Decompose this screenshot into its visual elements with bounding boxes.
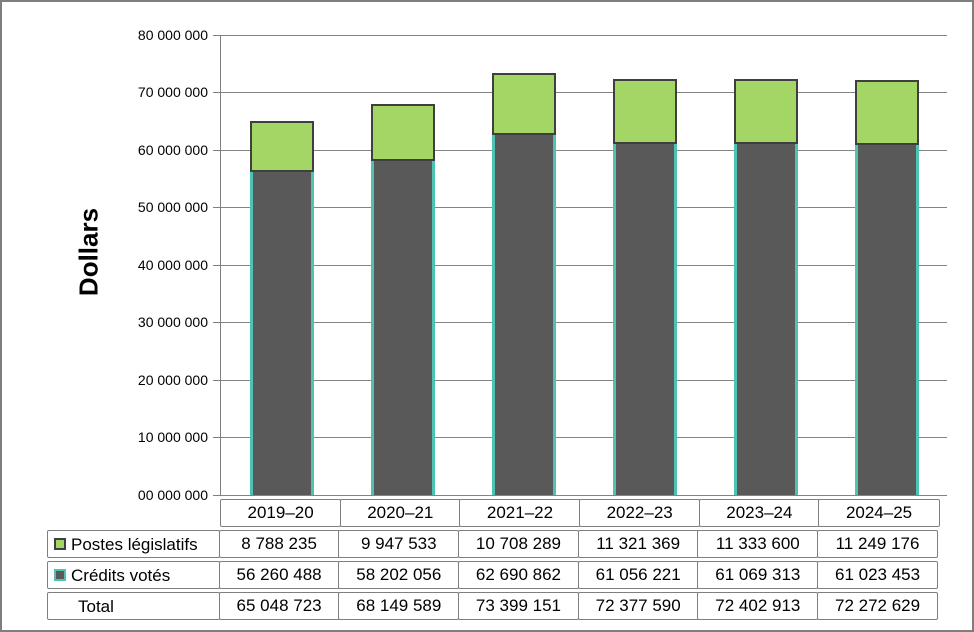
bar-segment-credits-votes: [491, 134, 556, 495]
value-cell: 73 399 151: [457, 592, 580, 620]
legend-swatch-postes-legislatifs: [54, 538, 66, 550]
axis-tick-mark: [213, 92, 221, 94]
value-cell: 11 249 176: [816, 530, 939, 558]
y-tick-label: 40 000 000: [137, 256, 208, 273]
value-cell: 10 708 289: [457, 530, 580, 558]
bar-2020-21: [370, 103, 435, 495]
gridline: [221, 322, 947, 324]
value-cell: 56 260 488: [218, 561, 340, 589]
bar-segment-credits-votes: [249, 171, 314, 495]
value-cell: 72 402 913: [697, 592, 819, 620]
bar-segment-credits-votes: [734, 144, 799, 495]
bar-2022-23: [613, 79, 678, 495]
value-cell: 72 377 590: [577, 592, 699, 620]
bar-segment-credits-votes: [855, 144, 920, 495]
y-tick-label: 80 000 000: [137, 27, 208, 43]
axis-tick-mark: [213, 379, 221, 381]
axis-tick-mark: [213, 35, 221, 36]
value-cell: 61 069 313: [697, 561, 819, 589]
value-cell: 62 690 862: [457, 561, 580, 589]
gridline: [221, 35, 947, 36]
gridline: [221, 264, 947, 266]
y-tick-label: 00 000 000: [137, 486, 208, 503]
y-tick-label: 10 000 000: [137, 429, 208, 446]
axis-tick-mark: [213, 149, 221, 151]
y-tick-label: 20 000 000: [137, 371, 208, 388]
category-cell: 2023–24: [698, 499, 820, 527]
plot-area: [213, 35, 947, 496]
category-cell: 2024–25: [818, 499, 940, 527]
category-cell: 2020–21: [339, 499, 461, 527]
value-cell: 61 023 453: [816, 561, 939, 589]
value-cell: 65 048 723: [218, 592, 340, 620]
data-table: 2019–20 2020–21 2021–22 2022–23 2023–24 2024–…: [47, 499, 949, 623]
row-header-postes-legislatifs: Postes législatifs: [47, 530, 220, 558]
legend-swatch-credits-votes: [54, 569, 66, 581]
value-cell: 68 149 589: [338, 592, 460, 620]
bar-segment-credits-votes: [613, 144, 678, 495]
y-tick-label: 60 000 000: [137, 141, 208, 158]
axis-tick-mark: [213, 264, 221, 266]
value-cell: 8 788 235: [218, 530, 340, 558]
value-cell: 72 272 629: [816, 592, 939, 620]
gridline: [221, 207, 947, 209]
axis-tick-mark: [213, 437, 221, 439]
category-cell: 2022–23: [579, 499, 701, 527]
axis-tick-mark: [213, 322, 221, 324]
bar-segment-postes-legislatifs: [855, 79, 920, 145]
row-header-total: Total: [47, 592, 220, 620]
y-axis-title: Dollars: [73, 207, 104, 297]
category-row: 2019–20 2020–21 2021–22 2022–23 2023–24 2024–…: [220, 499, 949, 527]
gridline: [221, 92, 947, 94]
bar-segment-postes-legislatifs: [370, 103, 435, 161]
y-tick-label: 70 000 000: [137, 84, 208, 101]
value-cell: 9 947 533: [338, 530, 460, 558]
bar-2023-24: [734, 79, 799, 495]
row-label: Crédits votés: [71, 565, 171, 585]
y-tick-label: 50 000 000: [137, 199, 208, 216]
y-tick-label: 30 000 000: [137, 314, 208, 331]
value-cell: 61 056 221: [577, 561, 699, 589]
gridline: [221, 437, 947, 439]
value-cell: 58 202 056: [338, 561, 460, 589]
axis-tick-mark: [213, 207, 221, 209]
category-cell: 2021–22: [459, 499, 581, 527]
bar-segment-postes-legislatifs: [491, 73, 556, 135]
category-cell: 2019–20: [220, 499, 342, 527]
table-row-total: Total 65 048 723 68 149 589 73 399 151 72 37…: [47, 592, 949, 620]
axis-tick-mark: [213, 494, 221, 496]
bar-segment-postes-legislatifs: [613, 79, 678, 145]
row-label: Total: [78, 596, 114, 616]
row-label: Postes législatifs: [71, 534, 198, 554]
bar-segment-postes-legislatifs: [249, 121, 314, 172]
row-header-credits-votes: Crédits votés: [47, 561, 220, 589]
gridline: [221, 494, 947, 496]
table-row-credits-votes: Crédits votés 56 260 488 58 202 056 62 690 …: [47, 561, 949, 589]
table-row-postes-legislatifs: Postes législatifs 8 788 235 9 947 533 10 7…: [47, 530, 949, 558]
value-cell: 11 333 600: [697, 530, 819, 558]
bar-2019-20: [249, 121, 314, 495]
value-cell: 11 321 369: [577, 530, 699, 558]
gridline: [221, 379, 947, 381]
bar-segment-credits-votes: [370, 160, 435, 495]
bar-segment-postes-legislatifs: [734, 79, 799, 145]
bar-2021-22: [491, 73, 556, 495]
bar-2024-25: [855, 79, 920, 495]
gridline: [221, 149, 947, 151]
